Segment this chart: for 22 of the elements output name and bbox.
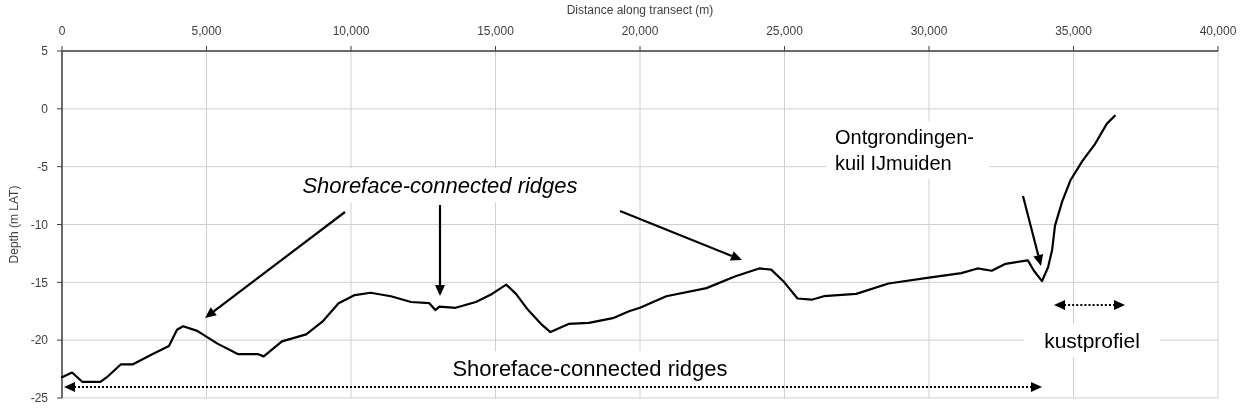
x-tick-label: 0	[58, 24, 66, 38]
y-tick-label: -10	[30, 217, 49, 232]
y-tick-label: 5	[41, 44, 49, 59]
y-axis-title: Depth (m LAT)	[7, 185, 21, 264]
y-tick-label: -25	[30, 391, 49, 406]
x-tick-label: 10,000	[332, 24, 370, 38]
x-tick-label: 15,000	[477, 24, 515, 38]
y-tick-label: -5	[37, 159, 49, 174]
x-tick-label: 25,000	[766, 24, 804, 38]
annotation: kustprofiel	[1044, 329, 1140, 352]
x-axis-title: Distance along transect (m)	[566, 3, 714, 17]
x-tick-label: 40,000	[1199, 24, 1237, 38]
x-tick-label: 35,000	[1055, 24, 1093, 38]
annotation: Shoreface-connected ridges	[302, 173, 578, 198]
y-tick-label: -15	[30, 275, 49, 290]
x-tick-label: 20,000	[621, 24, 659, 38]
y-tick-label: -20	[30, 333, 49, 348]
x-tick-label: 5,000	[191, 24, 222, 38]
y-tick-label: 0	[41, 102, 49, 117]
x-tick-label: 30,000	[910, 24, 948, 38]
annotation: Shoreface-connected ridges	[452, 356, 728, 381]
annotation: Ontgrondingen- kuil IJmuiden	[835, 126, 974, 174]
